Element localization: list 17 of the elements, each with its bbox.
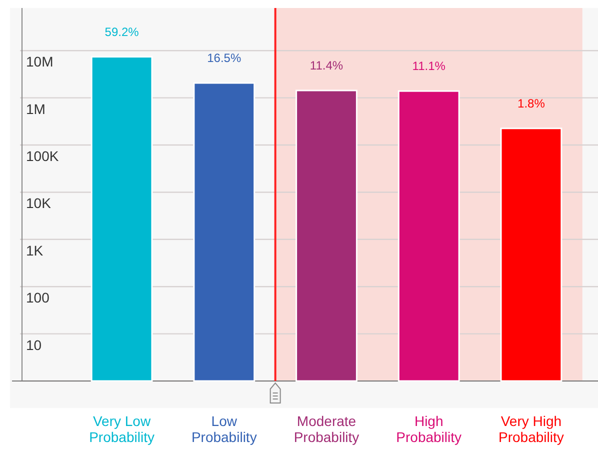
x-tick-label: High Probability (396, 413, 462, 445)
y-tick-label: 100K (26, 148, 60, 164)
x-tick-label: Low Probability (191, 413, 257, 445)
y-tick-label: 1M (26, 100, 46, 117)
x-tick-label: Moderate Probability (294, 413, 360, 445)
annotation: 1.8% (518, 96, 546, 110)
annotation: 11.4% (310, 58, 344, 72)
annotation: 16.5% (207, 51, 242, 66)
y-tick-label: 1K (26, 242, 44, 258)
y-tick-label: 10 (26, 336, 42, 353)
y-tick-label: 100 (26, 290, 50, 306)
y-tick-label: 10M (26, 54, 54, 70)
x-tick-label: Very Low Probability (89, 413, 154, 445)
y-tick-label: 10K (26, 195, 52, 212)
annotation: 59.2% (104, 24, 140, 39)
x-tick-label: Very High Probability (498, 413, 564, 445)
annotation: 11.1% (412, 59, 446, 74)
